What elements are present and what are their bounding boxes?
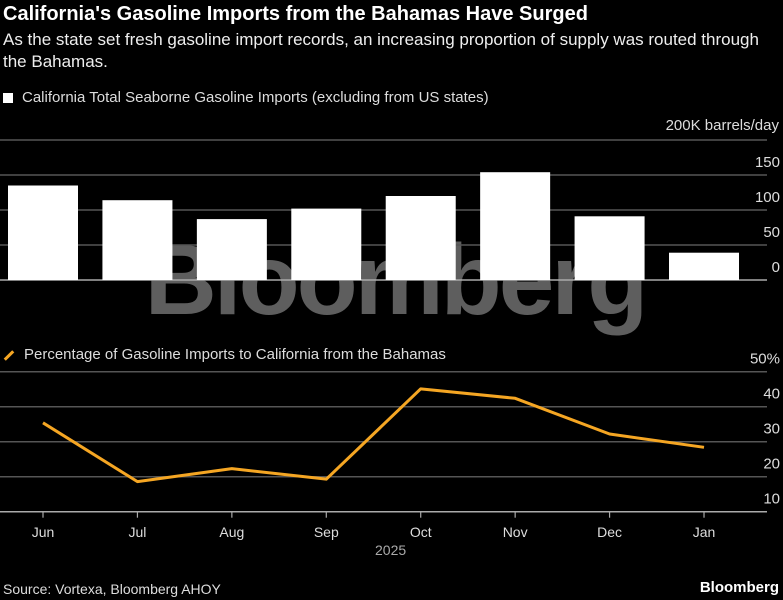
x-axis-year-label: 2025 bbox=[375, 542, 407, 558]
x-tick-label-jul: Jul bbox=[128, 524, 146, 540]
y-tick-label: 100 bbox=[755, 189, 780, 206]
x-tick-label-oct: Oct bbox=[410, 524, 432, 540]
y-tick-label: 30 bbox=[763, 421, 780, 438]
y-tick-label: 150 bbox=[755, 154, 780, 171]
bar-jun bbox=[8, 185, 78, 280]
bar-sep bbox=[291, 208, 362, 280]
bloomberg-logo: Bloomberg bbox=[699, 579, 779, 596]
x-tick-label-nov: Nov bbox=[503, 524, 528, 540]
y-tick-label: 50 bbox=[763, 224, 780, 241]
x-tick-label-dec: Dec bbox=[597, 524, 622, 540]
legend-square-icon bbox=[3, 93, 13, 103]
chart-title: California's Gasoline Imports from the B… bbox=[3, 3, 588, 25]
line-legend-label: Percentage of Gasoline Imports to Califo… bbox=[24, 346, 446, 363]
y-tick-label: 10 bbox=[763, 491, 780, 508]
x-tick-label-sep: Sep bbox=[314, 524, 339, 540]
y-tick-label: 40 bbox=[763, 386, 780, 403]
bar-jan bbox=[669, 252, 740, 280]
source-note: Source: Vortexa, Bloomberg AHOY bbox=[3, 581, 221, 597]
bar-aug bbox=[196, 219, 267, 280]
y-tick-label: 50% bbox=[750, 351, 780, 368]
bar-dec bbox=[574, 216, 645, 280]
bar-unit-label: 200K barrels/day bbox=[665, 117, 779, 134]
bar-legend: California Total Seaborne Gasoline Impor… bbox=[3, 89, 489, 107]
y-tick-label: 20 bbox=[763, 456, 780, 473]
line-legend: Percentage of Gasoline Imports to Califo… bbox=[3, 346, 446, 364]
chart-subtitle: As the state set fresh gasoline import r… bbox=[3, 30, 759, 71]
bar-oct bbox=[385, 196, 456, 280]
y-tick-label: 0 bbox=[772, 259, 780, 276]
bar-jul bbox=[102, 200, 173, 280]
bar-nov bbox=[480, 172, 551, 280]
x-tick-label-aug: Aug bbox=[219, 524, 244, 540]
x-tick-label-jan: Jan bbox=[693, 524, 716, 540]
x-tick-label-jun: Jun bbox=[32, 524, 55, 540]
series-line bbox=[42, 387, 705, 484]
bar-legend-label: California Total Seaborne Gasoline Impor… bbox=[22, 89, 489, 106]
